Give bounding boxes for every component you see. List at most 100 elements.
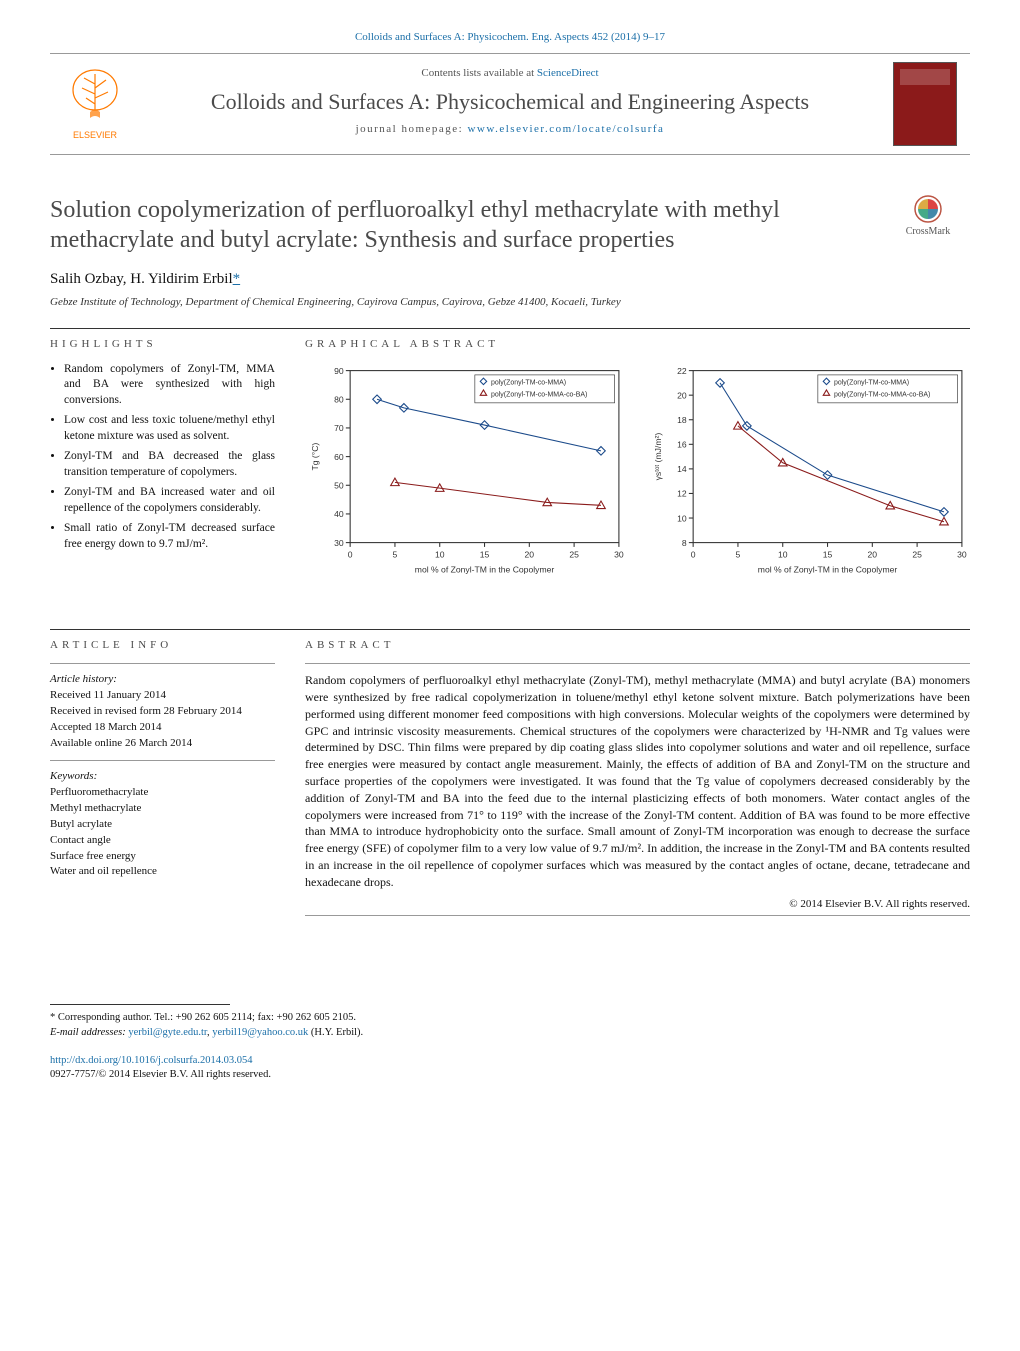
abstract-heading: ABSTRACT [305,638,970,653]
crossmark-label: CrossMark [906,226,950,237]
keyword-item: Methyl methacrylate [50,801,275,816]
keyword-item: Surface free energy [50,849,275,864]
homepage-link[interactable]: www.elsevier.com/locate/colsurfa [467,123,664,135]
publisher-logo-box: ELSEVIER [50,62,140,146]
email-link-1[interactable]: yerbil@gyte.edu.tr [128,1027,207,1038]
email-link-2[interactable]: yerbil19@yahoo.co.uk [212,1027,308,1038]
svg-text:5: 5 [735,549,740,559]
svg-text:80: 80 [334,394,344,404]
svg-text:0: 0 [690,549,695,559]
highlight-item: Small ratio of Zonyl-TM decreased surfac… [64,521,275,552]
svg-text:70: 70 [334,423,344,433]
svg-text:25: 25 [569,549,579,559]
article-history-label: Article history: [50,672,275,687]
author-names: Salih Ozbay, H. Yildirim Erbil [50,271,233,287]
keyword-item: Water and oil repellence [50,864,275,879]
authors: Salih Ozbay, H. Yildirim Erbil* [50,269,970,289]
svg-text:60: 60 [334,452,344,462]
history-line: Available online 26 March 2014 [50,736,275,751]
rule-top [50,328,970,329]
svg-text:poly(Zonyl-TM-co-MMA): poly(Zonyl-TM-co-MMA) [833,379,908,386]
email-line: E-mail addresses: yerbil@gyte.edu.tr, ye… [50,1026,970,1040]
abstract-text: Random copolymers of perfluoroalkyl ethy… [305,672,970,890]
svg-text:10: 10 [435,549,445,559]
copyright-line: © 2014 Elsevier B.V. All rights reserved… [305,897,970,912]
svg-text:poly(Zonyl-TM-co-MMA-co-BA): poly(Zonyl-TM-co-MMA-co-BA) [833,391,929,398]
svg-text:Tg (°C): Tg (°C) [310,442,320,470]
svg-text:10: 10 [777,549,787,559]
highlights-heading: HIGHLIGHTS [50,337,275,352]
history-line: Accepted 18 March 2014 [50,720,275,735]
corresponding-author-footnote: * Corresponding author. Tel.: +90 262 60… [50,1011,970,1025]
svg-text:mol % of Zonyl-TM in the Copol: mol % of Zonyl-TM in the Copolymer [757,564,897,574]
article-info-heading: ARTICLE INFO [50,638,275,653]
article-info-rule [50,663,275,664]
highlight-item: Random copolymers of Zonyl-TM, MMA and B… [64,362,275,409]
chart-sfe-vs-mol: 0 5 10 15 20 25 30 8 10 12 14 16 18 20 22 mol % of Zony… [648,362,971,582]
keywords-label: Keywords: [50,769,275,784]
article-title: Solution copolymerization of perfluoroal… [50,195,886,255]
highlight-item: Zonyl-TM and BA increased water and oil … [64,485,275,516]
svg-text:poly(Zonyl-TM-co-MMA): poly(Zonyl-TM-co-MMA) [491,379,566,386]
chart-tg-vs-mol: 05101520253030405060708090mol % of Zonyl… [305,362,628,582]
svg-text:12: 12 [677,488,687,498]
issn-line: 0927-7757/© 2014 Elsevier B.V. All right… [50,1068,970,1082]
email-label: E-mail addresses: [50,1027,128,1038]
svg-text:0: 0 [348,549,353,559]
highlight-item: Low cost and less toxic toluene/methyl e… [64,413,275,444]
graphical-abstract-heading: GRAPHICAL ABSTRACT [305,337,970,352]
svg-text:25: 25 [912,549,922,559]
rule-mid [50,629,970,630]
svg-text:15: 15 [822,549,832,559]
svg-text:20: 20 [525,549,535,559]
svg-text:5: 5 [393,549,398,559]
corresponding-author-marker[interactable]: * [233,271,241,287]
history-line: Received 11 January 2014 [50,688,275,703]
crossmark-icon [914,195,942,223]
highlights-list: Random copolymers of Zonyl-TM, MMA and B… [50,362,275,553]
contents-prefix: Contents lists available at [421,67,536,79]
svg-text:22: 22 [677,366,687,376]
journal-name: Colloids and Surfaces A: Physicochemical… [160,87,860,117]
svg-text:15: 15 [480,549,490,559]
elsevier-tree-logo: ELSEVIER [60,64,130,144]
svg-text:14: 14 [677,464,687,474]
svg-text:mol % of Zonyl-TM in the Copol: mol % of Zonyl-TM in the Copolymer [415,564,555,574]
keyword-item: Contact angle [50,833,275,848]
footnotes: * Corresponding author. Tel.: +90 262 60… [50,1011,970,1039]
keyword-item: Perfluoromethacrylate [50,785,275,800]
homepage-prefix: journal homepage: [356,123,468,135]
history-line: Received in revised form 28 February 201… [50,704,275,719]
doi-link[interactable]: http://dx.doi.org/10.1016/j.colsurfa.201… [50,1055,253,1066]
svg-text:90: 90 [334,366,344,376]
graphical-abstract-charts: 05101520253030405060708090mol % of Zonyl… [305,362,970,582]
svg-text:8: 8 [681,538,686,548]
svg-text:50: 50 [334,480,344,490]
homepage-line: journal homepage: www.elsevier.com/locat… [160,122,860,137]
masthead: ELSEVIER Contents lists available at Sci… [50,53,970,155]
footnote-separator [50,1004,230,1005]
abstract-bottom-rule [305,915,970,916]
abstract-rule [305,663,970,664]
crossmark-badge[interactable]: CrossMark [886,195,970,239]
journal-cover-thumbnail [893,62,957,146]
doi-block: http://dx.doi.org/10.1016/j.colsurfa.201… [50,1054,970,1082]
svg-text:18: 18 [677,415,687,425]
svg-text:20: 20 [677,390,687,400]
email-suffix: (H.Y. Erbil). [308,1027,363,1038]
svg-text:40: 40 [334,509,344,519]
header-citation: Colloids and Surfaces A: Physicochem. En… [50,30,970,45]
affiliation: Gebze Institute of Technology, Departmen… [50,295,970,310]
svg-text:30: 30 [957,549,967,559]
svg-text:10: 10 [677,513,687,523]
keyword-item: Butyl acrylate [50,817,275,832]
keywords-rule [50,760,275,761]
svg-text:poly(Zonyl-TM-co-MMA-co-BA): poly(Zonyl-TM-co-MMA-co-BA) [491,391,587,398]
svg-text:30: 30 [334,538,344,548]
highlight-item: Zonyl-TM and BA decreased the glass tran… [64,449,275,480]
sciencedirect-link[interactable]: ScienceDirect [537,67,599,79]
svg-text:20: 20 [867,549,877,559]
svg-text:16: 16 [677,439,687,449]
svg-text:γsᵗᵒᵗ (mJ/m²): γsᵗᵒᵗ (mJ/m²) [652,432,662,480]
elsevier-text: ELSEVIER [73,130,118,140]
